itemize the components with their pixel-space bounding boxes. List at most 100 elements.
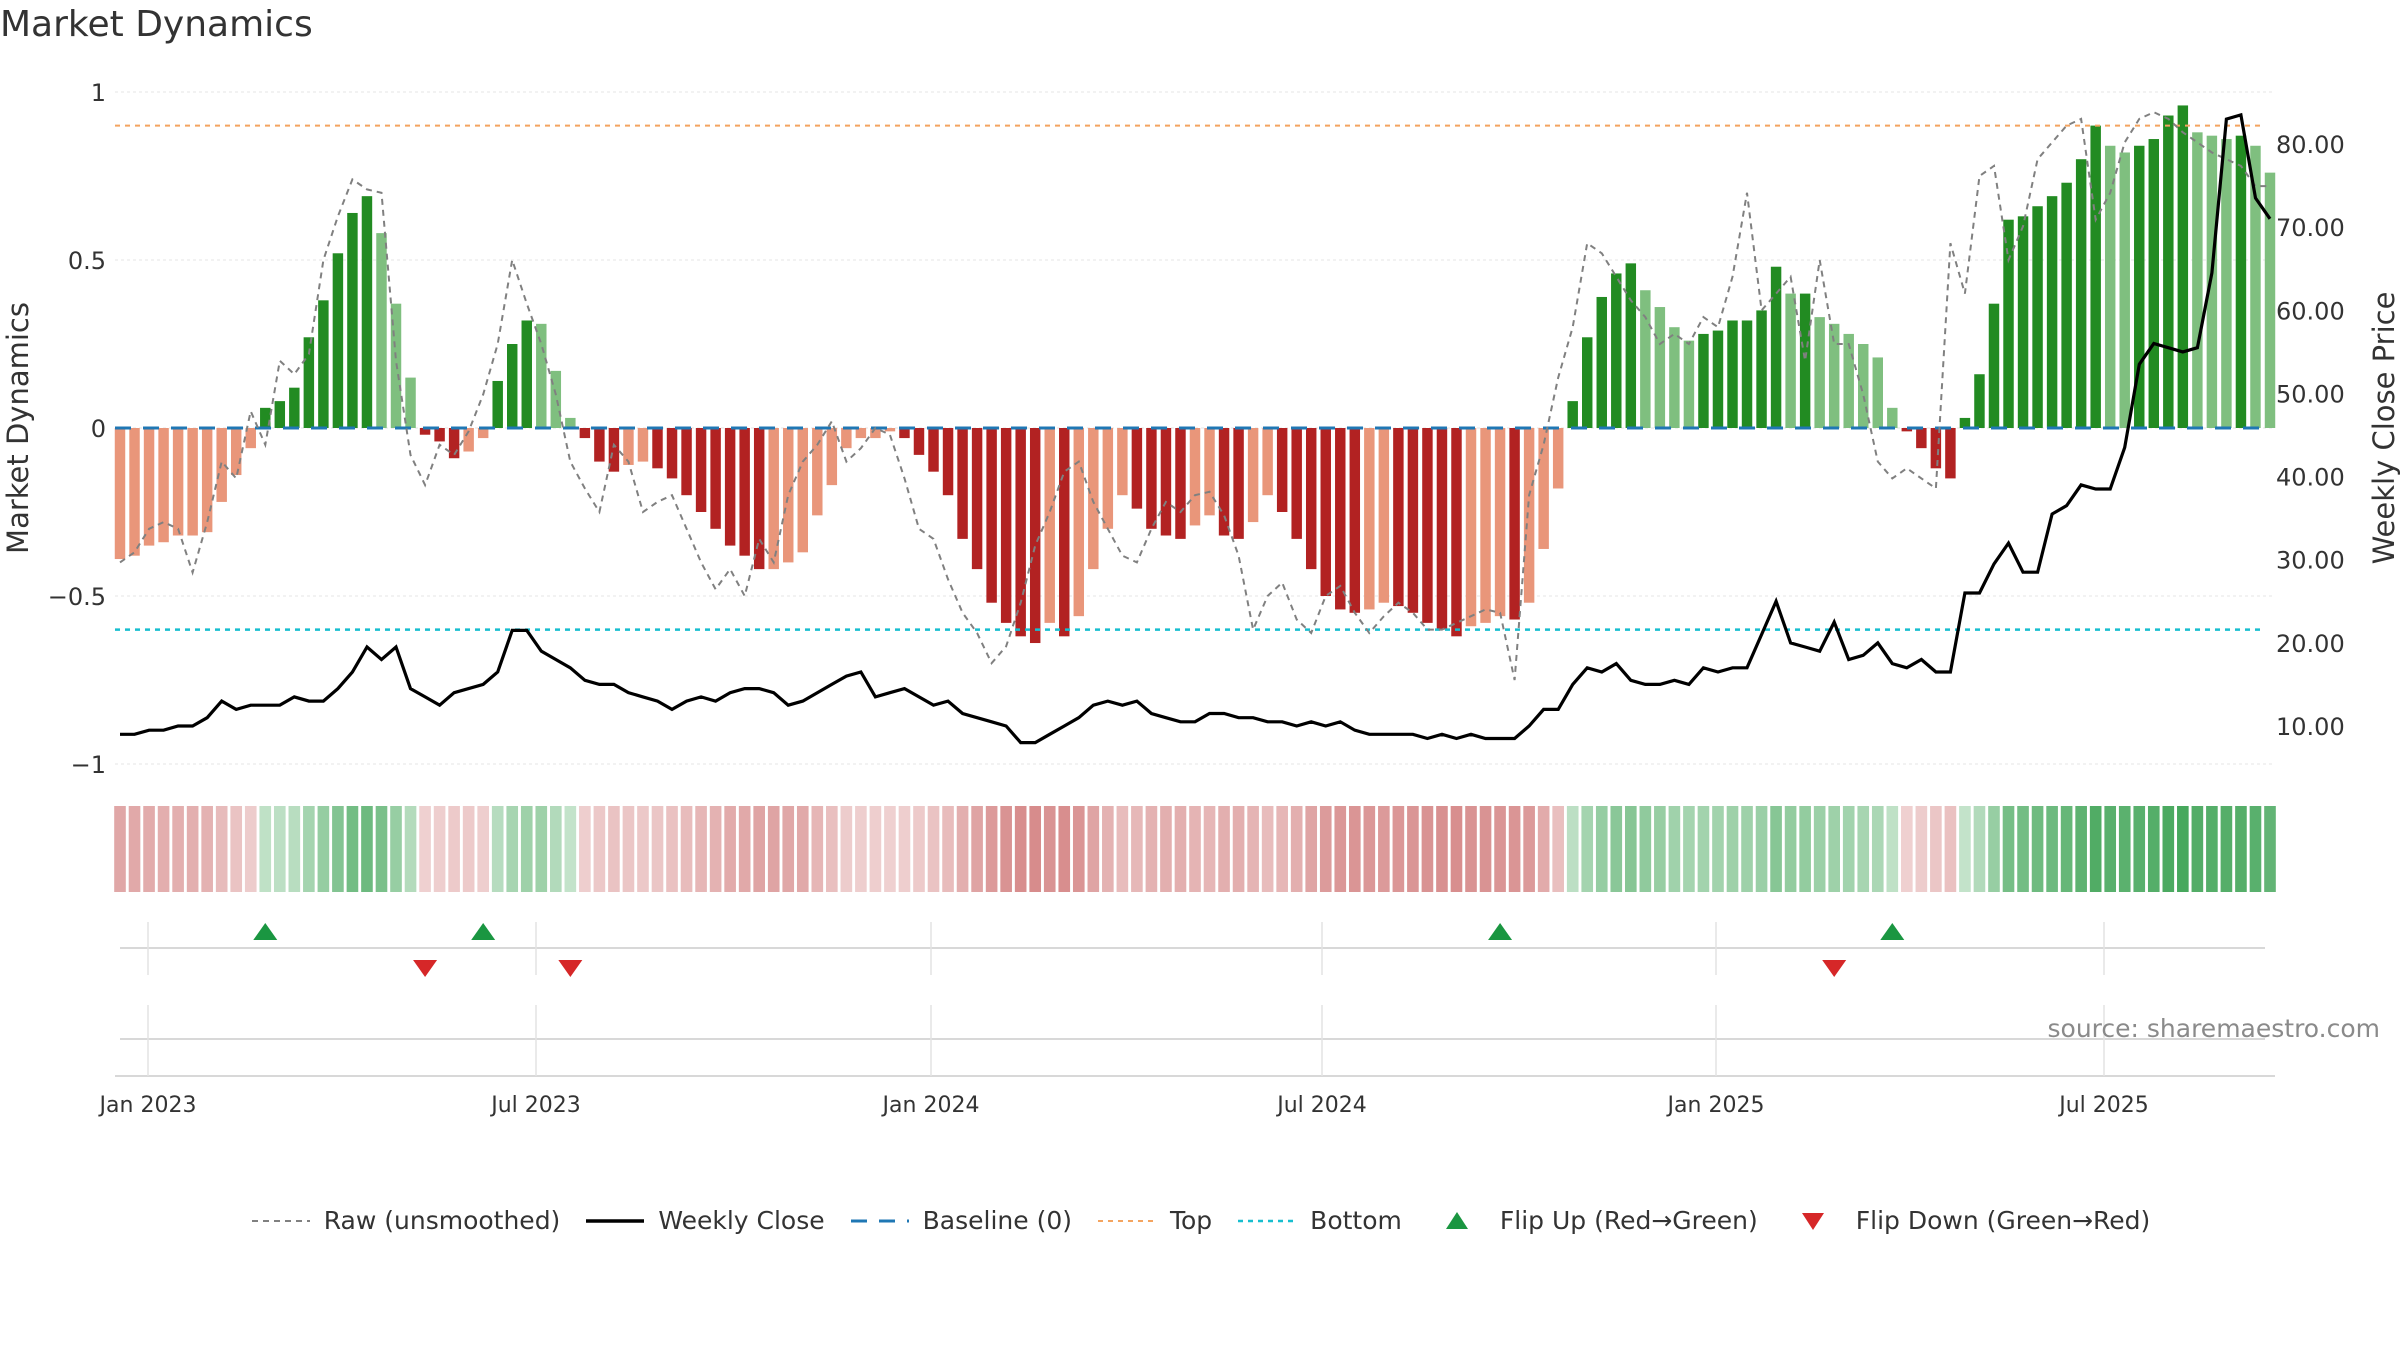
dynamics-bar — [405, 377, 416, 428]
strip-cell — [1087, 806, 1100, 892]
legend-label: Bottom — [1310, 1206, 1402, 1235]
dynamics-bar — [434, 428, 445, 442]
strip-cell — [2017, 806, 2029, 892]
dynamics-bar — [812, 428, 823, 516]
strip-cell — [2264, 806, 2276, 892]
dynamics-bar — [521, 320, 532, 428]
dynamics-bar — [1422, 428, 1433, 623]
dynamics-bar — [899, 428, 910, 439]
dynamics-bar — [579, 428, 591, 439]
dynamics-bar — [1320, 428, 1331, 596]
strip-cell — [419, 806, 431, 892]
strip-cell — [1784, 806, 1797, 892]
dynamics-bar — [172, 428, 184, 536]
dynamics-bar — [303, 337, 315, 428]
strip-cell — [1988, 806, 2000, 892]
legend-label: Raw (unsmoothed) — [323, 1206, 561, 1235]
dynamics-bar — [230, 428, 242, 476]
strip-cell — [1494, 806, 1506, 892]
strip-cell — [506, 806, 519, 892]
dynamics-bar — [928, 428, 939, 472]
legend-label: Flip Up (Red→Green) — [1499, 1206, 1758, 1235]
dynamics-bar — [913, 428, 925, 455]
strip-cell — [317, 806, 330, 892]
strip-cell — [114, 806, 126, 892]
strip-cell — [1639, 806, 1652, 892]
dynamics-bar — [841, 428, 852, 449]
dynamics-bar — [695, 428, 707, 512]
x-tick-label: Jul 2025 — [2057, 1093, 2149, 1118]
strip-cell — [1232, 806, 1245, 892]
dynamics-bar — [855, 428, 867, 439]
dynamics-bar — [2061, 182, 2072, 428]
strip-cell — [1203, 806, 1216, 892]
dynamics-bar — [1727, 320, 1738, 428]
dynamics-bar — [1916, 428, 1927, 449]
dynamics-bar — [2075, 159, 2087, 428]
strip-cell — [622, 806, 635, 892]
dynamics-bar — [608, 428, 620, 472]
legend-item: Top — [1096, 1206, 1212, 1235]
strip-cell — [1218, 806, 1230, 892]
y-tick-label: 0.5 — [68, 247, 106, 275]
dynamics-bar — [1712, 330, 1724, 428]
strip-cell — [1770, 806, 1782, 892]
dynamics-bar — [1073, 428, 1085, 617]
legend-item: Bottom — [1236, 1206, 1402, 1235]
strip-cell — [1799, 806, 1811, 892]
dynamics-bar — [1872, 357, 1883, 428]
dynamics-bar — [143, 428, 155, 546]
strip-cell — [1363, 806, 1376, 892]
strip-cell — [303, 806, 315, 892]
legend-item: Raw (unsmoothed) — [250, 1206, 561, 1235]
strip-cell — [172, 806, 184, 892]
dynamics-bar — [1640, 290, 1651, 428]
dynamics-bar — [289, 387, 300, 428]
dynamics-bar — [710, 428, 721, 529]
dynamics-bar — [1945, 428, 1956, 479]
dotted-cyan-line-icon — [1238, 1219, 1297, 1222]
strip-cell — [1886, 806, 1899, 892]
strip-cell — [1334, 806, 1347, 892]
strip-cell — [2162, 806, 2175, 892]
strip-cell — [1712, 806, 1724, 892]
strip-cell — [796, 806, 809, 892]
dynamics-bar — [2134, 145, 2145, 428]
dynamics-bar — [1160, 428, 1172, 536]
strip-cell — [1610, 806, 1623, 892]
strip-cell — [346, 806, 359, 892]
dynamics-bar — [2046, 196, 2058, 428]
dynamics-bar — [550, 370, 562, 428]
strip-cell — [1000, 806, 1012, 892]
dynamics-bar — [2235, 135, 2247, 428]
strip-cell — [985, 806, 998, 892]
dynamics-bar — [1000, 428, 1012, 623]
dotted-gray-line-icon — [251, 1219, 310, 1222]
legend-label: Flip Down (Green→Red) — [1855, 1206, 2151, 1235]
strip-cell — [361, 806, 373, 892]
strip-cell — [1174, 806, 1187, 892]
strip-cell — [695, 806, 707, 892]
dynamics-bar — [1799, 293, 1811, 428]
strip-cell — [1566, 806, 1579, 892]
strip-cell — [143, 806, 155, 892]
flip-down-marker — [1822, 960, 1847, 977]
strip-cell — [1915, 806, 1928, 892]
dynamics-bar — [1669, 327, 1680, 428]
dotted-orange-line-icon — [1097, 1219, 1156, 1222]
strip-cell — [230, 806, 243, 892]
strip-cell — [1857, 806, 1870, 892]
dynamics-bar — [419, 428, 431, 435]
strip-cell — [2133, 806, 2146, 892]
strip-cell — [1043, 806, 1056, 892]
legend-item: Baseline (0) — [849, 1206, 1072, 1235]
legend-label: Baseline (0) — [922, 1206, 1072, 1235]
dynamics-bar — [260, 407, 271, 428]
strip-cell — [1726, 806, 1739, 892]
dynamics-bar — [114, 428, 126, 560]
dynamics-bar — [1959, 417, 1971, 428]
strip-cell — [1319, 806, 1332, 892]
dynamics-bar — [1451, 428, 1462, 637]
strip-cell — [1189, 806, 1201, 892]
y2-axis-title: Weekly Close Price — [2367, 292, 2400, 565]
